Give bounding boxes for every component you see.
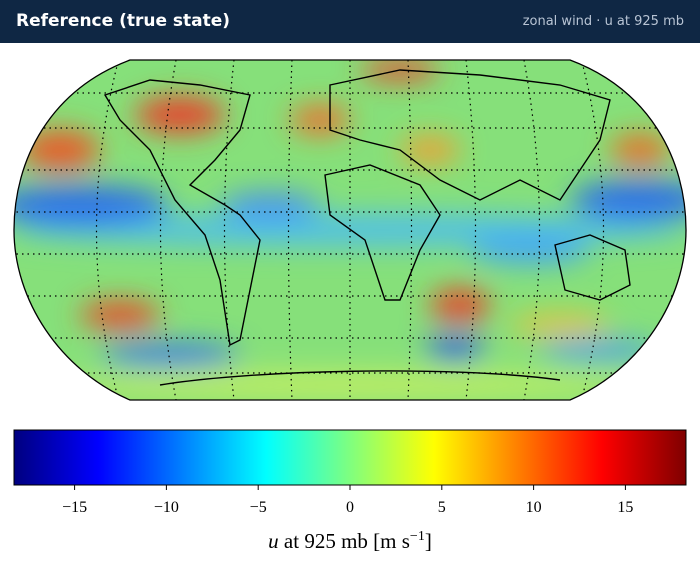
tick-label: −5 (250, 499, 267, 516)
header-title: Reference (true state) (16, 11, 231, 31)
colorbar: −15 −10 −5 0 5 10 15 (13, 429, 687, 516)
tick-label: −15 (62, 499, 87, 516)
header-subtitle: zonal wind · u at 925 mb (522, 14, 684, 29)
graticule (14, 60, 686, 400)
label-text: at 925 mb [m s (279, 529, 410, 553)
label-close: ] (425, 529, 432, 553)
coastlines (103, 69, 631, 386)
tick-label: 0 (346, 499, 354, 516)
tick-label: 10 (526, 499, 542, 516)
colorbar-label: u at 925 mb [m s−1] (268, 529, 432, 553)
map (14, 60, 686, 400)
colorbar-gradient (13, 429, 687, 486)
tick-label: 5 (438, 499, 446, 516)
label-exponent: −1 (410, 529, 425, 544)
tick-label: −10 (154, 499, 179, 516)
map-outline (13, 59, 687, 401)
label-variable: u (268, 529, 279, 553)
header: Reference (true state) zonal wind · u at… (0, 0, 700, 43)
tick-label: 15 (617, 499, 633, 516)
